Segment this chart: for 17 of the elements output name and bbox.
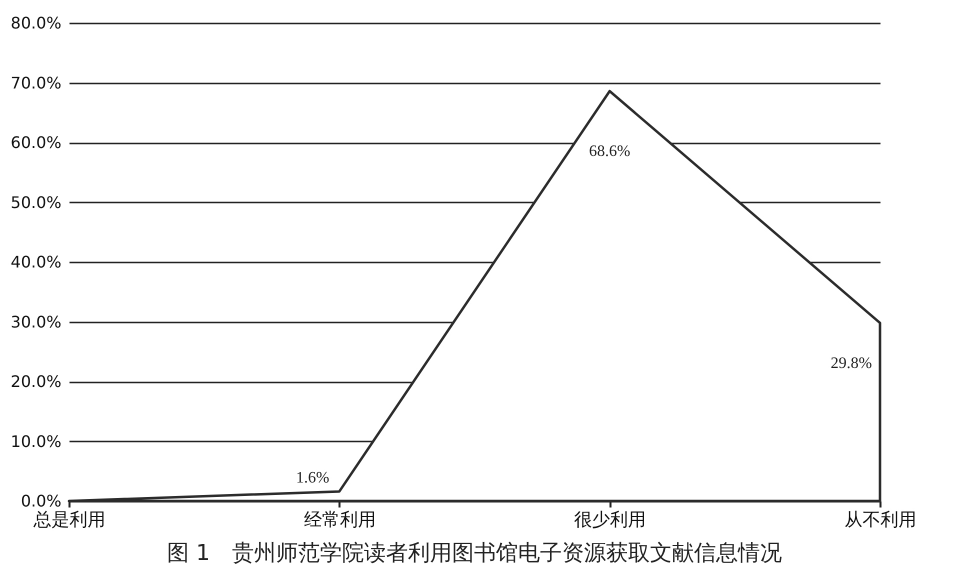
- y-tick-label: 70.0%: [10, 73, 62, 92]
- y-tick-label: 80.0%: [10, 14, 62, 32]
- y-tick-label: 60.0%: [10, 133, 62, 152]
- y-tick-label: 20.0%: [10, 372, 62, 391]
- y-tick-label: 0.0%: [20, 492, 62, 510]
- x-tick-label: 经常利用: [304, 510, 376, 530]
- x-tick-label: 总是利用: [32, 510, 106, 530]
- x-tick-label: 很少利用: [574, 510, 646, 530]
- x-tick-label: 从不利用: [844, 510, 916, 530]
- y-tick-label: 30.0%: [10, 312, 62, 332]
- text: 68.6%: [589, 143, 630, 160]
- y-tick-label: 10.0%: [10, 432, 62, 451]
- text: 1.6%: [296, 469, 330, 486]
- y-tick-label: 40.0%: [10, 252, 62, 272]
- text: 图 1 贵州师范学院读者利用图书馆电子资源获取文献信息情况: [167, 541, 782, 566]
- y-tick-label: 50.0%: [10, 192, 62, 212]
- text: 29.8%: [830, 354, 872, 372]
